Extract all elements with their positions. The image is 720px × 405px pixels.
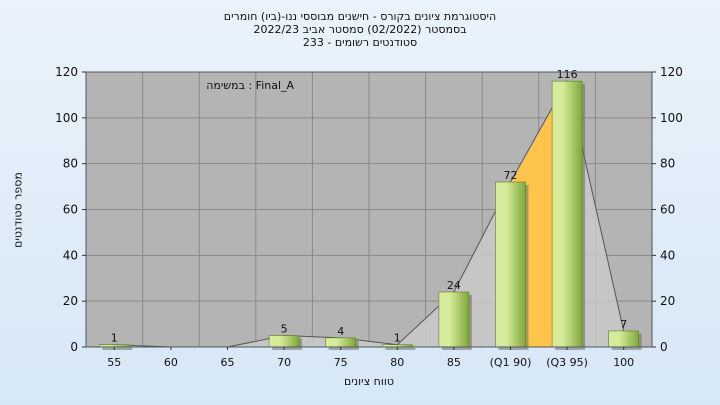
y-tick-label-right: 100 xyxy=(660,111,683,125)
y-tick-label: 60 xyxy=(63,203,78,217)
x-axis-label: טווח ציונים xyxy=(344,375,394,388)
y-tick-label-right: 40 xyxy=(660,248,675,262)
y-tick-label: 40 xyxy=(63,248,78,262)
x-tick-label: 65 xyxy=(221,356,235,369)
bar-75 xyxy=(325,337,357,348)
y-tick-label-right: 60 xyxy=(660,203,675,217)
chart-title-line-2: בסמסטר (02/2022) סמסטר אביב 2022/23 xyxy=(253,23,467,36)
y-tick-label: 80 xyxy=(63,157,78,171)
x-tick-label: 100 xyxy=(613,356,634,369)
bar-shadow xyxy=(385,347,416,350)
x-tick-label: (Q3 95) xyxy=(546,356,588,369)
y-tick-label: 20 xyxy=(63,294,78,308)
data-label: 5 xyxy=(281,323,288,336)
bar-(Q1 90) xyxy=(495,181,526,348)
y-tick-label-right: 80 xyxy=(660,157,675,171)
x-tick-label: 55 xyxy=(107,356,121,369)
chart-title-line-1: היסטוגרמת ציונים בקורס - חישנים מבוססי נ… xyxy=(223,10,497,23)
data-label: 4 xyxy=(337,325,344,338)
data-label: 7 xyxy=(620,318,627,331)
chart-title: היסטוגרמת ציונים בקורס - חישנים מבוססי נ… xyxy=(0,10,720,49)
bar-(Q3 95) xyxy=(551,80,583,348)
y-tick-label: 0 xyxy=(70,340,78,354)
y-tick-label-right: 120 xyxy=(660,65,683,79)
bar-85 xyxy=(438,291,470,348)
x-tick-label: 85 xyxy=(447,356,461,369)
annotation-text: במשימה : Final_A xyxy=(206,79,294,92)
data-label: 1 xyxy=(394,332,401,345)
y-axis-label: מספר סטודנטים xyxy=(11,172,25,248)
x-tick-label: 60 xyxy=(164,356,178,369)
x-tick-label: (Q1 90) xyxy=(490,356,532,369)
data-label: 24 xyxy=(447,279,461,292)
bar-shadow xyxy=(102,347,133,350)
data-label: 116 xyxy=(557,68,578,81)
bar-100 xyxy=(608,330,640,348)
y-tick-label: 100 xyxy=(55,111,78,125)
x-tick-label: 75 xyxy=(334,356,348,369)
x-tick-label: 70 xyxy=(277,356,291,369)
y-tick-label-right: 0 xyxy=(660,340,668,354)
y-tick-label: 120 xyxy=(55,65,78,79)
x-tick-label: 80 xyxy=(390,356,404,369)
chart-title-line-3: סטודנטים רשומים - 233 xyxy=(302,36,418,49)
data-label: 72 xyxy=(504,169,518,182)
data-label: 1 xyxy=(111,332,118,345)
y-tick-label-right: 20 xyxy=(660,294,675,308)
bar-70 xyxy=(268,335,300,348)
